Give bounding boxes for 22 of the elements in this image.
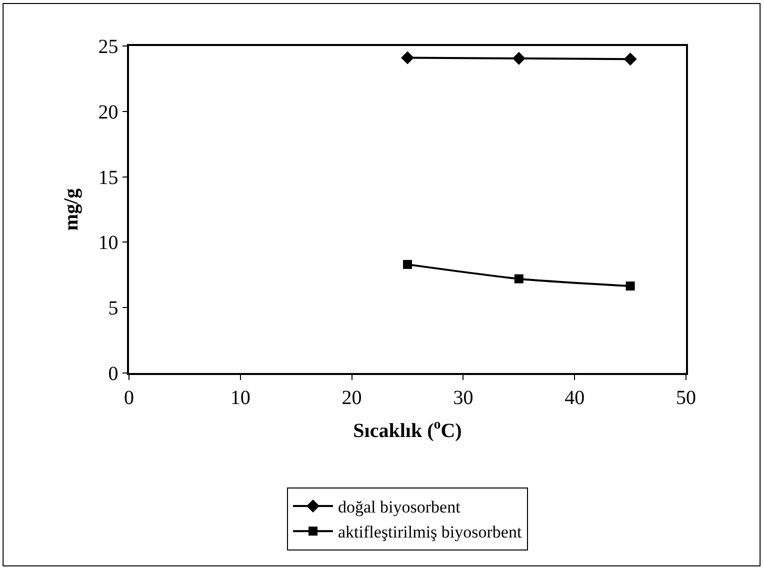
point [512, 52, 526, 65]
y-tick-label: 20 [98, 101, 118, 124]
point [624, 52, 637, 66]
x-tick-label: 50 [676, 386, 696, 409]
x-axis-title: Sıcaklık ($^{o}$C) [353, 417, 462, 442]
x-tick-label: 10 [230, 386, 250, 409]
x-tick-label: 40 [564, 386, 585, 409]
x-tick-label: 0 [124, 386, 134, 409]
point [514, 274, 524, 284]
y-axis-title: mg/g [60, 188, 82, 231]
y-tick-label: 5 [108, 298, 118, 320]
x-tick-label: 20 [342, 386, 362, 409]
legend-label: aktifleştirilmiş biyosorbent [338, 522, 522, 542]
point [403, 260, 412, 269]
point [626, 282, 635, 291]
y-tick-label: 15 [98, 166, 118, 189]
point [401, 51, 414, 64]
y-tick-label: 10 [98, 232, 118, 254]
x-tick-label: 30 [453, 386, 474, 409]
legend-label: doğal biyosorbent [338, 498, 461, 517]
y-tick-label: 0 [108, 363, 118, 385]
y-tick-label: 25 [98, 36, 118, 58]
